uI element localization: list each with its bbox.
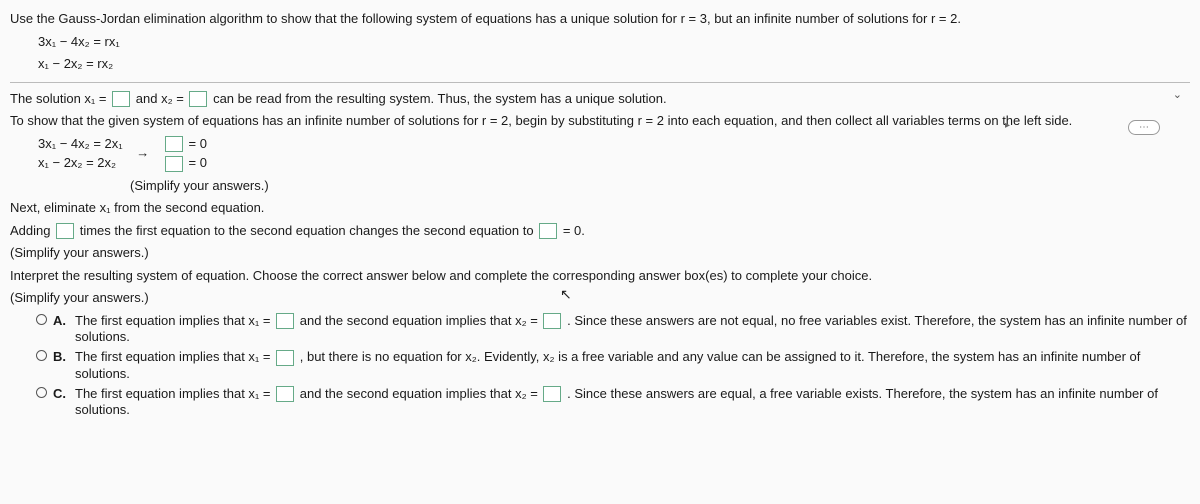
adding-line: Adding times the first equation to the s…: [10, 221, 1190, 241]
opt-a-text: The first equation implies that x₁ = and…: [75, 313, 1190, 345]
problem-intro: Use the Gauss-Jordan elimination algorit…: [10, 9, 1190, 29]
adding-a: Adding: [10, 223, 54, 238]
opt-a-t1: The first equation implies that x₁ =: [75, 313, 274, 328]
sys-left-2: x₁ − 2x₂ = 2x₂: [38, 153, 123, 173]
option-c[interactable]: C. The first equation implies that x₁ = …: [10, 385, 1190, 418]
label-b: B.: [53, 349, 69, 364]
solution-line: The solution x₁ = and x₂ = can be read f…: [10, 89, 1190, 109]
opt-a-x2-input[interactable]: [543, 313, 561, 329]
opt-c-t2: and the second equation implies that x₂ …: [300, 386, 542, 401]
opt-c-text: The first equation implies that x₁ = and…: [75, 386, 1190, 418]
simplify-note-2: (Simplify your answers.): [10, 243, 1190, 263]
opt-a-t2: and the second equation implies that x₂ …: [300, 313, 542, 328]
eliminate-instr: Next, eliminate x₁ from the second equat…: [10, 198, 1190, 218]
simplify-note-1: (Simplify your answers.): [10, 176, 1190, 196]
opt-c-x2-input[interactable]: [543, 386, 561, 402]
eq1-rhs: = rx₁: [90, 34, 120, 49]
eq2-rhs: = rx₂: [82, 56, 113, 71]
label-c: C.: [53, 386, 69, 401]
radio-b[interactable]: [36, 350, 47, 361]
eqz-1: = 0: [185, 136, 207, 151]
interpret-intro: Interpret the resulting system of equati…: [10, 266, 1190, 286]
equation-1: 3x₁ − 4x₂ = rx₁: [10, 32, 1190, 52]
option-a[interactable]: A. The first equation implies that x₁ = …: [10, 312, 1190, 345]
arrow-icon: →: [136, 143, 149, 163]
x2-input[interactable]: [189, 91, 207, 107]
opt-b-text: The first equation implies that x₁ = , b…: [75, 349, 1190, 381]
result-input[interactable]: [539, 223, 557, 239]
opt-c-t1: The first equation implies that x₁ =: [75, 386, 274, 401]
multiplier-input[interactable]: [56, 223, 74, 239]
sol-text-b: and x₂ =: [136, 91, 188, 106]
opt-b-x1-input[interactable]: [276, 350, 294, 366]
equation-2: x₁ − 2x₂ = rx₂: [10, 54, 1190, 74]
substitute-intro: To show that the given system of equatio…: [10, 111, 1190, 131]
opt-a-x1-input[interactable]: [276, 313, 294, 329]
separator: [10, 82, 1190, 83]
sol-text-a: The solution x₁ =: [10, 91, 110, 106]
simplify-note-3: (Simplify your answers.): [10, 288, 1190, 308]
adding-b: times the first equation to the second e…: [80, 223, 537, 238]
eqz-2: = 0: [185, 155, 207, 170]
label-a: A.: [53, 313, 69, 328]
eq2-lhs: x₁ − 2x₂: [38, 56, 82, 71]
pointer-cursor-icon: ↖: [560, 286, 572, 303]
small-arrow-icon: ▸: [1005, 120, 1010, 131]
opt-b-t1: The first equation implies that x₁ =: [75, 349, 274, 364]
opt-c-x1-input[interactable]: [276, 386, 294, 402]
radio-c[interactable]: [36, 387, 47, 398]
simplified-eq2-input[interactable]: [165, 156, 183, 172]
option-b[interactable]: B. The first equation implies that x₁ = …: [10, 348, 1190, 381]
simplified-eq1-input[interactable]: [165, 136, 183, 152]
eq1-lhs: 3x₁ − 4x₂: [38, 34, 90, 49]
x1-input[interactable]: [112, 91, 130, 107]
radio-a[interactable]: [36, 314, 47, 325]
sys-left-1: 3x₁ − 4x₂ = 2x₁: [38, 134, 123, 154]
adding-c: = 0.: [563, 223, 585, 238]
caret-icon[interactable]: ⌄: [1173, 88, 1182, 101]
sol-text-c: can be read from the resulting system. T…: [213, 91, 667, 106]
